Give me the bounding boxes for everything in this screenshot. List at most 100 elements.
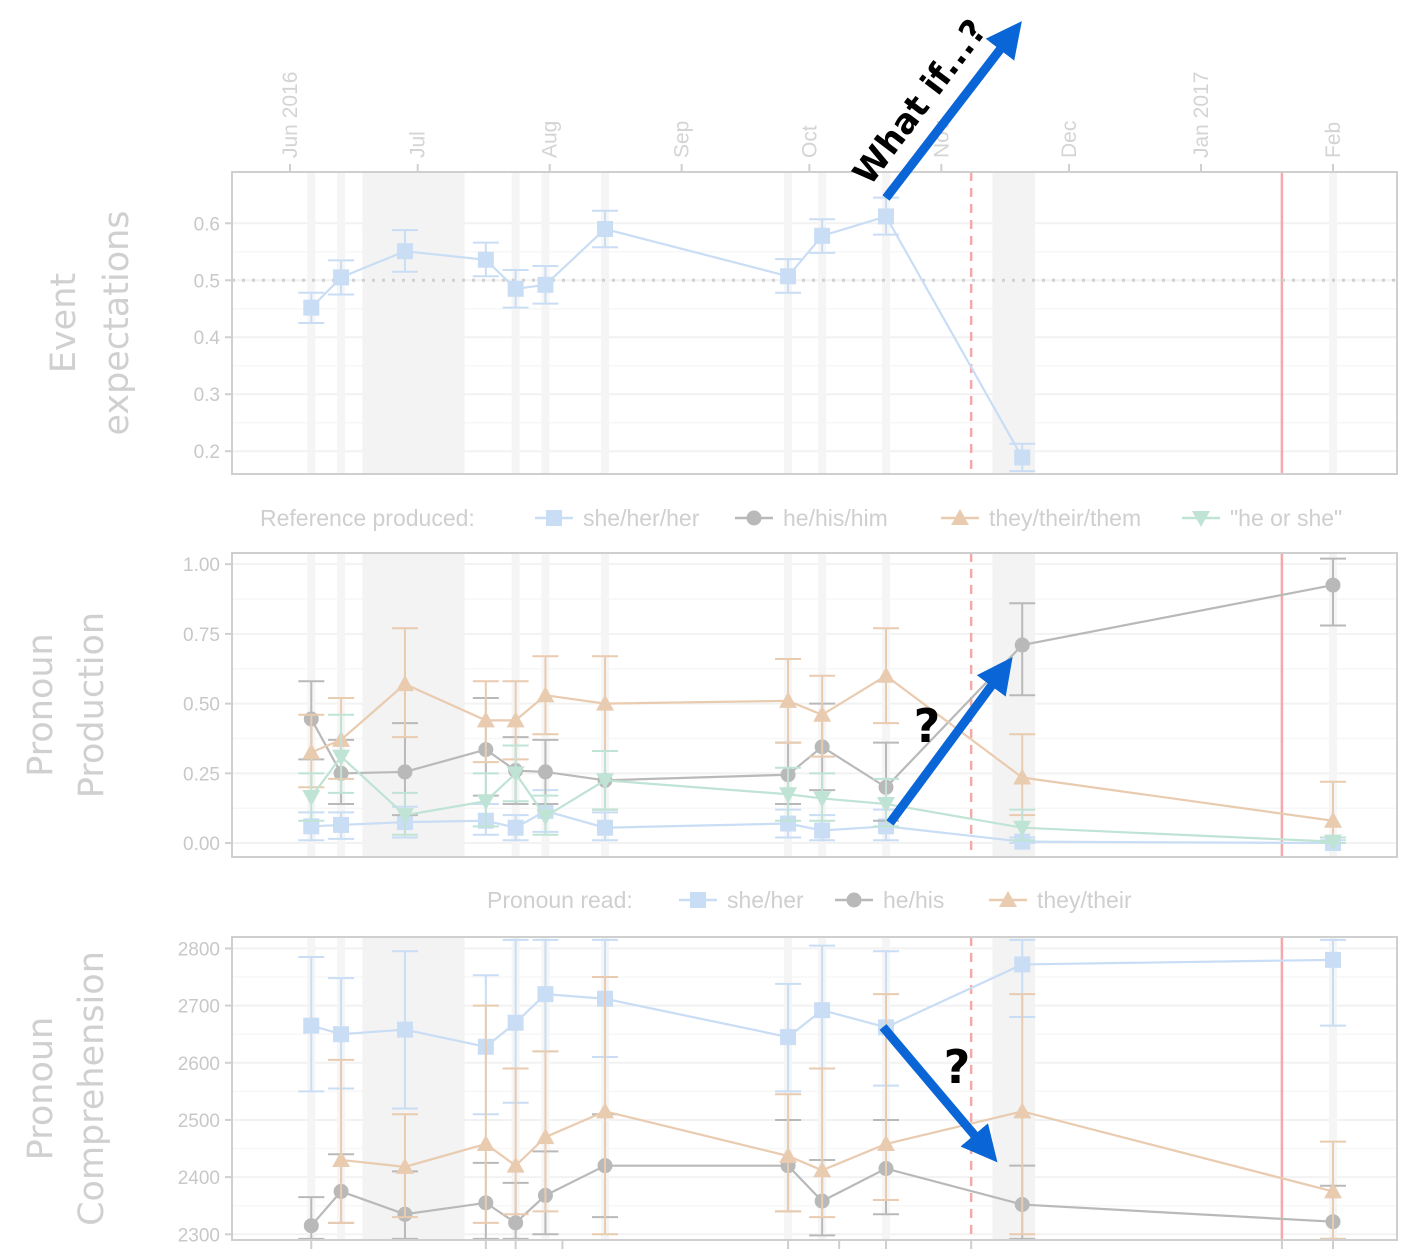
y-axis-label: Event [44,273,84,373]
data-point [1014,833,1031,850]
y-tick-label: 0.50 [183,695,220,716]
x-tick-label: Jan 2017 [1190,72,1213,158]
session-band [1329,937,1337,1240]
x-tick-label: Jul [407,131,430,158]
annotation-what-if: What if...? [845,12,995,192]
data-point [779,787,798,804]
data-point [302,743,321,760]
x-tick-label: Dec [1058,121,1081,158]
legend-item: they/their [1037,887,1132,913]
y-tick-label: 0.2 [194,442,220,463]
data-point [1325,951,1341,968]
y-tick-label: 2700 [178,997,220,1018]
series-line [311,809,1334,845]
data-point [537,986,554,1003]
y-tick-label: 0.5 [194,271,220,292]
panel-border [231,936,1398,1241]
data-point [878,208,894,225]
data-point [396,243,413,260]
session-band [1329,553,1337,857]
data-point [780,268,797,285]
data-point [507,280,524,297]
data-point [1014,637,1030,653]
legend-key-marker [951,509,969,525]
y-tick-label: 0.3 [194,385,220,406]
y-axis-label: Production [72,612,112,798]
y-axis-label: Comprehension [72,951,112,1226]
data-point [395,808,414,825]
data-point [1324,834,1342,851]
data-point [333,816,350,833]
data-point [1013,1102,1032,1119]
data-point [537,764,553,780]
legend-item: she/her [727,887,804,913]
data-point [814,1002,831,1019]
panel-border [231,171,1398,475]
y-tick-label: 0.4 [194,328,221,349]
data-point [813,1161,832,1178]
data-point [397,764,413,780]
data-point [597,819,614,836]
legend-key-marker [546,510,562,526]
session-band [784,172,793,474]
data-point [302,790,321,807]
data-point [332,1150,351,1167]
session-band [337,172,346,474]
shaded-period [362,937,465,1240]
data-point [597,220,614,237]
data-point [779,691,798,708]
series--he-or-she- [298,713,1346,851]
y-tick-label: 2800 [178,939,220,960]
data-point [596,773,615,790]
y-tick-label: 2600 [178,1054,220,1075]
series-she-her-her [298,196,1036,473]
shaded-period [992,553,1035,857]
y-tick-label: 2400 [178,1168,220,1189]
data-point [596,694,615,711]
data-point [303,299,320,316]
annotation-arrow [886,656,1013,826]
y-tick-label: 2500 [178,1111,220,1132]
data-point [1324,811,1342,828]
data-point [1325,577,1341,593]
annotation-question: ? [944,1040,971,1094]
legend-title: Pronoun read: [487,887,633,913]
data-point [332,749,351,766]
series-line [310,1164,1334,1227]
data-point [877,1134,895,1151]
x-tick-label: Sep [671,121,694,158]
x-tick-label: Oct [798,125,821,158]
data-point [877,797,895,814]
data-point [813,705,832,722]
series-they-their [328,976,1346,1240]
data-point [476,711,495,728]
shaded-period [992,172,1035,474]
data-point [303,1218,319,1234]
panel-border [231,552,1398,858]
data-point [813,791,832,808]
legend-key-marker [1192,511,1210,527]
data-point [507,1014,524,1031]
data-point [536,686,555,703]
data-point [1324,1182,1342,1199]
legend-key-marker [690,892,706,908]
data-point [506,1156,525,1173]
session-band [818,172,827,474]
legend-item: he/his/him [783,505,888,531]
session-band [511,172,520,474]
annotation-arrow [879,1024,998,1163]
series-line [310,754,1334,843]
data-point [596,1102,615,1119]
data-point [396,1021,413,1038]
data-point [477,251,494,268]
session-band [541,172,550,474]
y-tick-label: 0.75 [183,625,220,646]
data-point [476,1134,495,1151]
data-point [814,227,831,244]
data-point [476,794,495,811]
data-point [780,1029,797,1046]
x-tick-label: Aug [539,121,562,158]
y-tick-label: 0.25 [183,764,220,785]
